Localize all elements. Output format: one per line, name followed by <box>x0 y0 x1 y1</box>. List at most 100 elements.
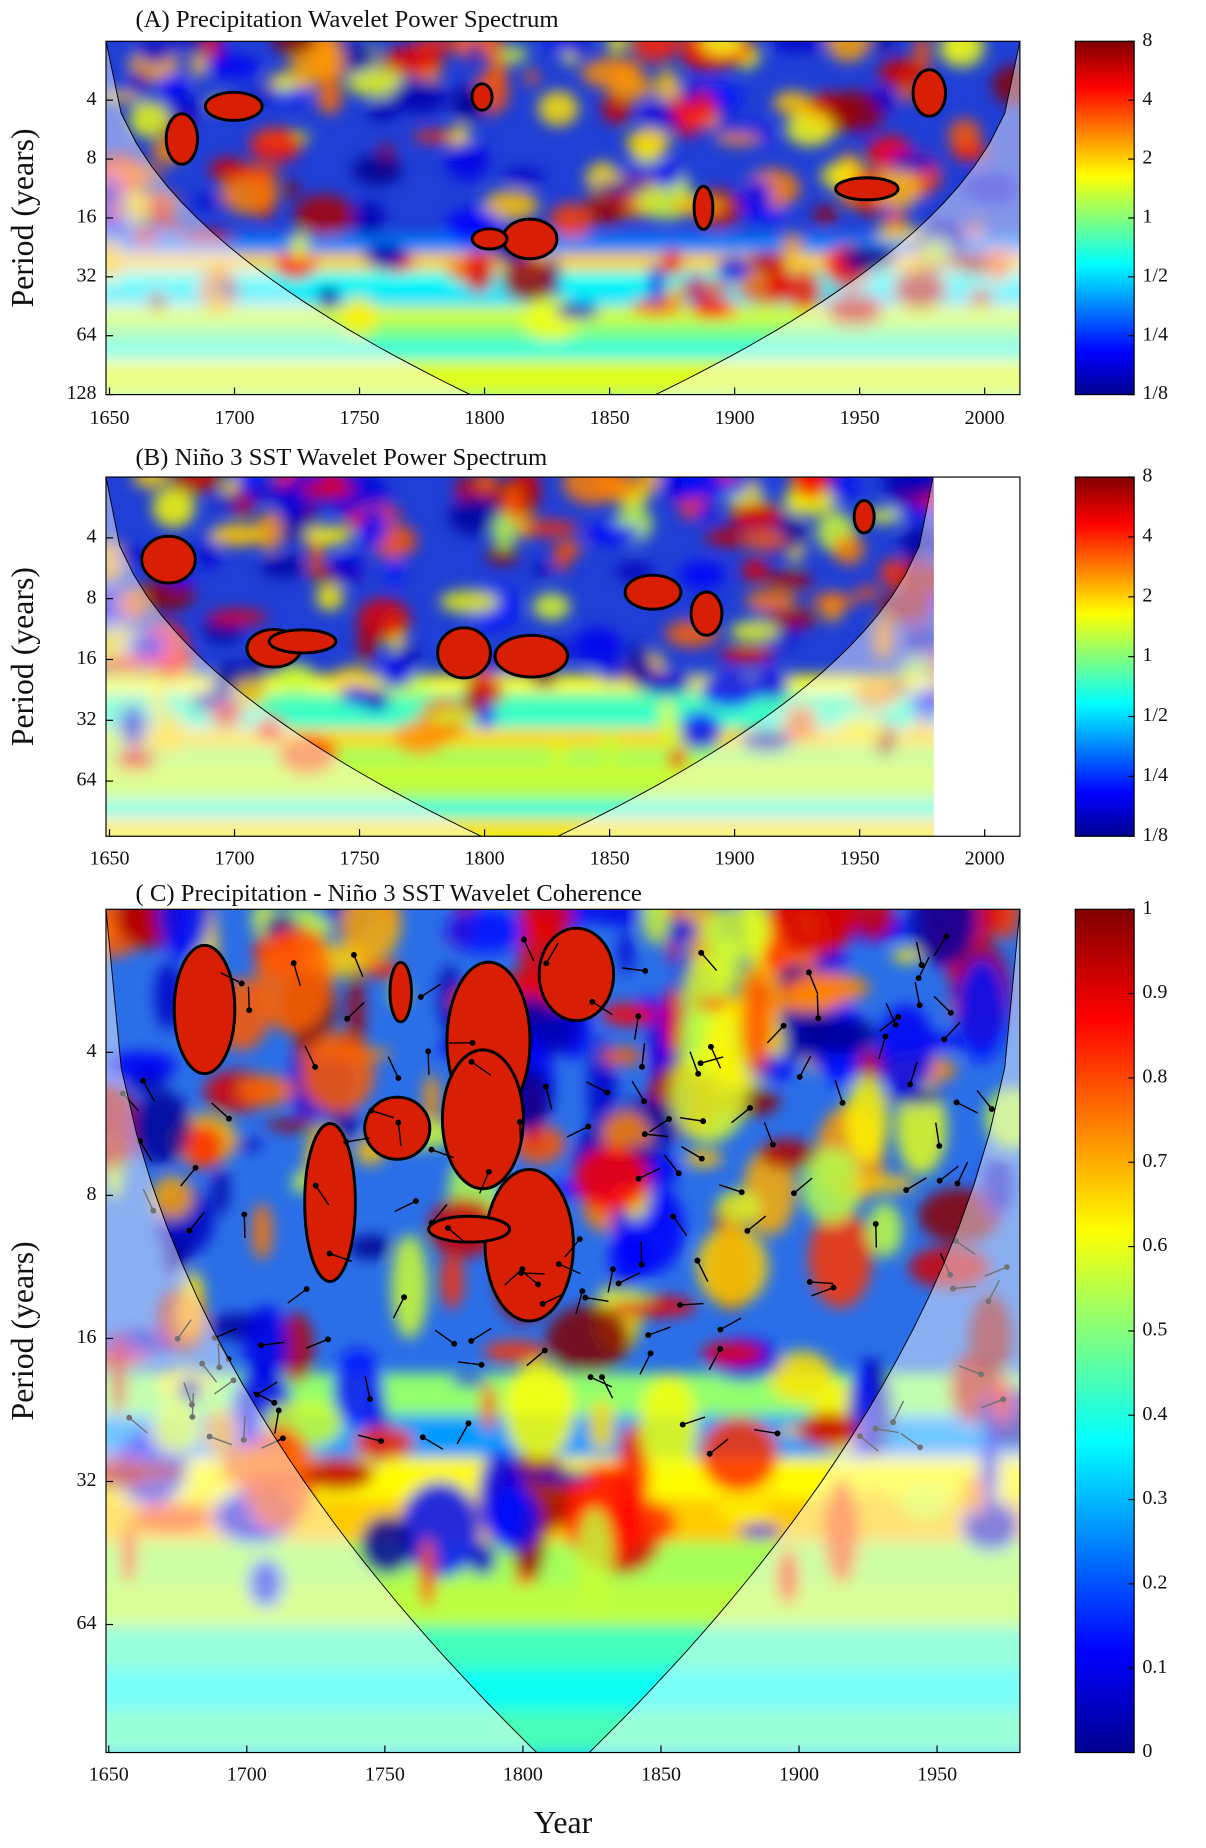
y-tick-label: 8 <box>87 1183 97 1205</box>
blob <box>832 534 865 565</box>
blob <box>302 525 353 546</box>
arrow <box>292 962 302 986</box>
blob <box>502 168 545 186</box>
arrow <box>434 1329 455 1345</box>
arrow <box>808 972 819 995</box>
contour <box>172 943 237 1076</box>
arrow <box>420 983 441 998</box>
blob <box>190 690 221 712</box>
blob <box>148 290 167 312</box>
arrow <box>984 1266 1008 1277</box>
arrow-head <box>271 1399 278 1406</box>
arrow <box>763 1122 774 1145</box>
blob <box>183 1124 224 1170</box>
blob <box>739 1524 781 1538</box>
arrow <box>682 1416 706 1426</box>
blob <box>467 1542 497 1576</box>
blob <box>700 672 759 708</box>
arrow-head <box>747 1105 753 1111</box>
arrow-head <box>918 962 925 968</box>
blob <box>909 685 934 721</box>
arrow <box>128 1417 148 1434</box>
arrow <box>447 1227 467 1244</box>
arrow-head <box>604 1089 611 1096</box>
x-tick-label: 1700 <box>215 407 255 429</box>
blob <box>316 79 343 115</box>
arrow <box>243 1214 246 1238</box>
arrow <box>287 1288 308 1304</box>
arrow <box>696 1260 709 1283</box>
blob <box>117 546 144 567</box>
arrow <box>211 1102 230 1120</box>
arrow-head <box>343 1139 350 1145</box>
panel: ( C) Precipitation - Niño 3 SST Wavelet … <box>5 880 1167 1840</box>
band <box>105 1668 1020 1711</box>
blob <box>500 46 528 63</box>
band <box>105 253 1020 271</box>
blob <box>875 225 922 241</box>
blob <box>983 246 1013 283</box>
arrow-head <box>666 1116 672 1122</box>
contour <box>164 112 199 166</box>
blob <box>679 711 722 750</box>
blob <box>105 216 129 232</box>
arrow <box>679 1116 704 1122</box>
y-tick-label: 32 <box>77 708 97 730</box>
arrow-head <box>635 1175 642 1182</box>
blob <box>553 544 571 572</box>
blob <box>651 159 683 189</box>
blob <box>492 512 517 550</box>
blob <box>637 477 660 495</box>
blob <box>716 256 751 282</box>
arrow-head <box>465 1420 472 1427</box>
blob <box>596 1290 654 1303</box>
blob <box>399 1481 481 1578</box>
blob <box>588 1399 615 1452</box>
blob <box>284 180 299 199</box>
blob <box>105 674 145 689</box>
blob <box>486 546 519 565</box>
arrow-head <box>520 936 527 943</box>
blob <box>962 1474 987 1514</box>
x-tick-label: 1750 <box>340 407 380 429</box>
blob <box>504 1360 575 1461</box>
arrow <box>364 1375 371 1400</box>
blob <box>967 220 984 238</box>
arrow <box>633 1016 639 1040</box>
arrow-head <box>445 1225 451 1231</box>
arrow-head <box>917 1444 923 1451</box>
colorbar-tick-label: 2 <box>1142 584 1152 606</box>
contour <box>140 534 197 585</box>
arrow-head <box>895 1013 902 1020</box>
arrow <box>766 1025 785 1044</box>
arrow <box>809 1281 834 1285</box>
y-tick-label: 64 <box>77 769 97 791</box>
blob <box>932 501 934 510</box>
blob <box>891 268 948 311</box>
y-tick-label: 8 <box>87 147 97 169</box>
arrow-head <box>985 1298 992 1305</box>
colorbar-tick-label: 1 <box>1142 897 1152 919</box>
blob <box>775 1547 801 1606</box>
blob <box>895 1081 947 1175</box>
arrow <box>720 1317 742 1331</box>
blob <box>743 506 779 521</box>
arrow-head <box>1000 1396 1007 1403</box>
blob <box>501 257 556 302</box>
contour <box>834 176 900 202</box>
contour <box>501 217 559 261</box>
contour <box>388 960 413 1024</box>
arrow <box>346 1137 370 1143</box>
blob <box>346 66 405 98</box>
spectrum-field <box>105 41 1020 395</box>
blob <box>213 493 242 509</box>
blob <box>685 111 713 127</box>
arrow <box>709 1438 729 1455</box>
blob <box>695 504 715 520</box>
blob <box>378 658 415 688</box>
blob <box>128 100 170 138</box>
arrow-head <box>326 1250 333 1257</box>
blob <box>951 143 989 162</box>
arrow <box>180 1167 197 1187</box>
colorbar-tick-label: 0.5 <box>1142 1319 1167 1341</box>
